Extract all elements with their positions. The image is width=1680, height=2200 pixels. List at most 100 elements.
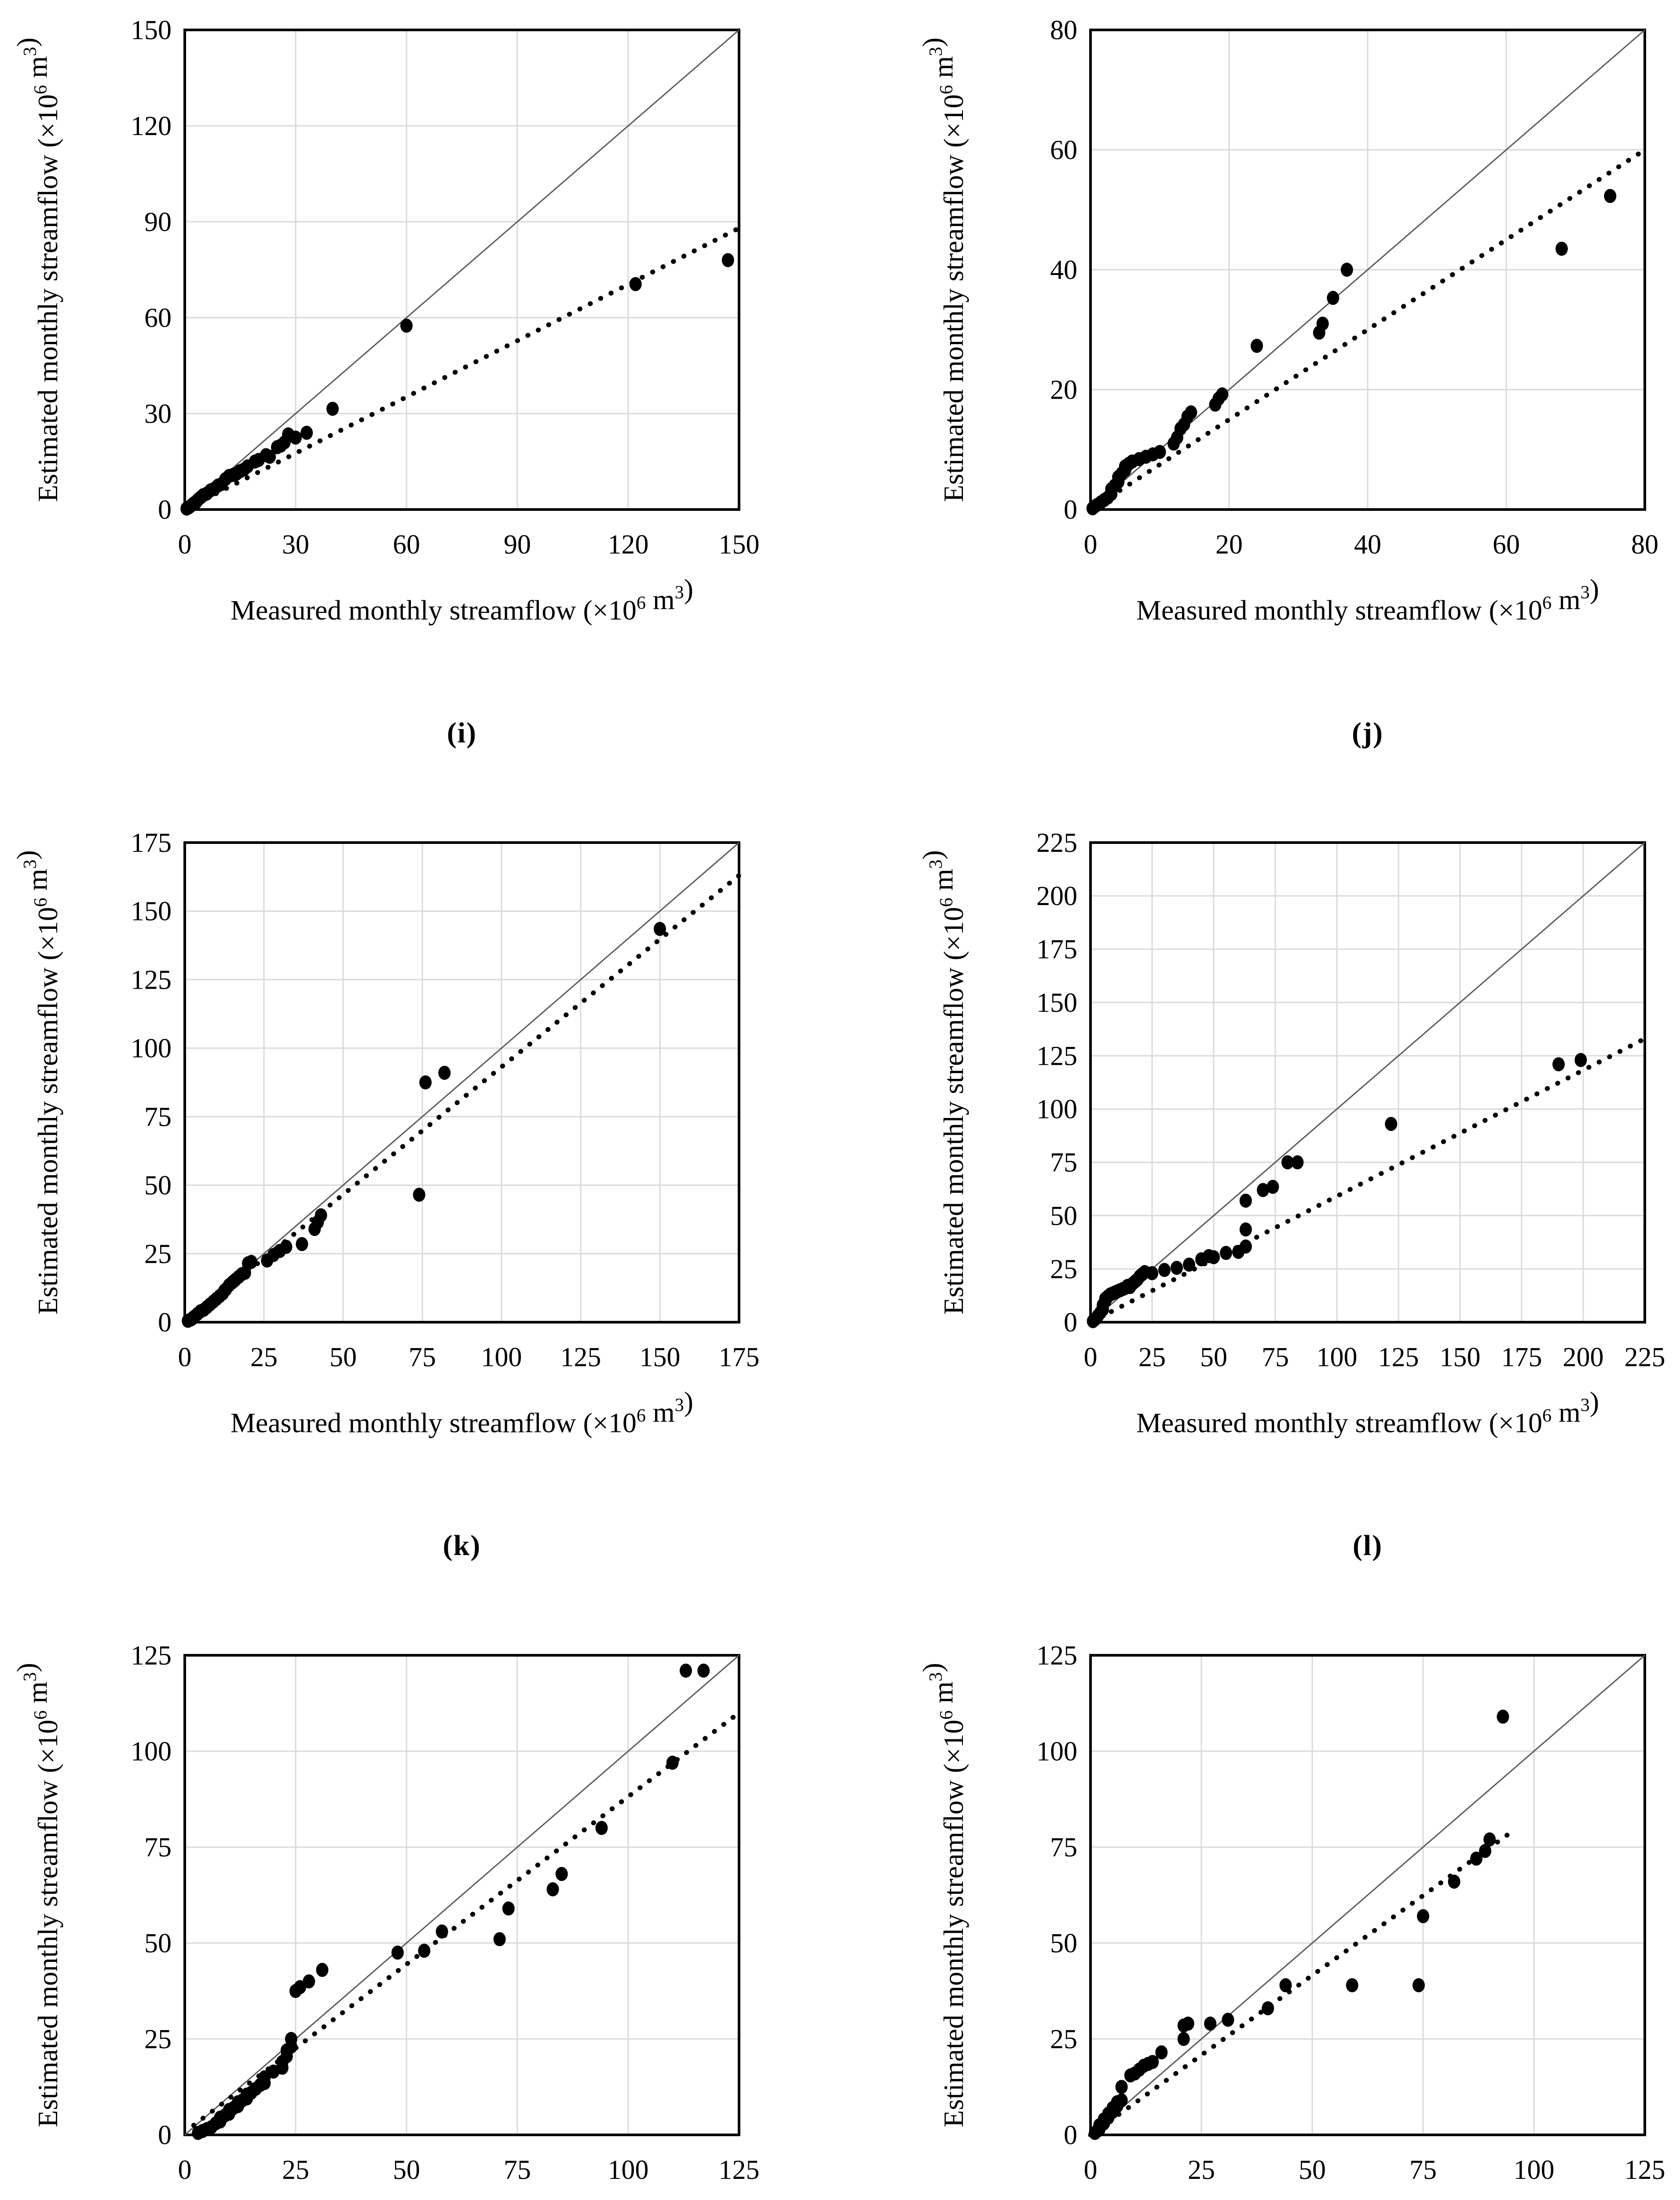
data-point (1208, 1250, 1220, 1265)
x-tick-label: 0 (178, 1342, 192, 1372)
data-point (1153, 445, 1166, 459)
data-point (1412, 1978, 1425, 1992)
y-axis-title: Estimated monthly streamflow (×106 m3) (917, 1663, 969, 2127)
data-point (1266, 1180, 1279, 1194)
x-tick-label: 100 (1317, 1342, 1358, 1372)
x-tick-label: 120 (608, 530, 649, 560)
data-point (1257, 1183, 1269, 1197)
y-tick-label: 0 (1064, 1308, 1077, 1338)
x-tick-label: 125 (1625, 2155, 1665, 2185)
data-point (418, 1943, 431, 1958)
data-point (1291, 1155, 1304, 1170)
trend-line (182, 226, 742, 512)
data-point (413, 1188, 425, 1202)
data-point (1385, 1117, 1398, 1131)
y-tick-label: 125 (131, 1641, 172, 1671)
scatter-plot-n: 00 25 25 50 50 75 75 100 100 125 125 Measured month… (917, 1641, 1665, 2200)
data-point (296, 1237, 308, 1251)
one-to-one-line (184, 29, 739, 510)
data-point (1146, 1266, 1158, 1280)
scatter-plot-k: 00 25 25 50 50 75 75 100 100 125 125 150 150 175 175 Me… (11, 828, 760, 1438)
data-point (1177, 2032, 1190, 2046)
superscript: 3 (926, 1672, 946, 1681)
data-point (438, 1066, 451, 1080)
x-tick-label: 100 (481, 1342, 522, 1372)
y-tick-label: 0 (1064, 2120, 1077, 2150)
x-tick-label: 0 (178, 2155, 192, 2185)
data-point (1497, 1709, 1509, 1724)
x-tick-label: 50 (329, 1342, 357, 1372)
trend-line (191, 1710, 742, 2128)
x-tick-label: 0 (1084, 1342, 1098, 1372)
data-point (1262, 2001, 1274, 2016)
superscript: 3 (20, 859, 40, 869)
data-point (1220, 1246, 1232, 1260)
data-point (697, 1663, 710, 1678)
x-tick-label: 60 (1493, 530, 1520, 560)
x-axis-title: Measured monthly streamflow (×106 m3) (231, 573, 693, 626)
superscript: 6 (937, 898, 957, 907)
y-axis-title: Estimated monthly streamflow (×106 m3) (11, 37, 63, 502)
data-point (595, 1821, 608, 1835)
data-point (1222, 2013, 1234, 2027)
y-tick-label: 100 (131, 1034, 172, 1063)
x-tick-label: 20 (1215, 530, 1243, 560)
superscript: 6 (31, 1710, 51, 1720)
x-tick-label: 25 (1188, 2155, 1215, 2185)
panel-i: 0 0 30 30 60 60 90 90 120 120 150 150 Measured month… (0, 0, 840, 813)
panel-caption: (i) (447, 717, 477, 749)
x-tick-label: 125 (719, 2155, 760, 2185)
data-point (629, 277, 642, 291)
data-point (1204, 2017, 1217, 2031)
data-point (546, 1882, 559, 1896)
y-tick-label: 0 (158, 495, 172, 525)
y-tick-label: 125 (1036, 1041, 1077, 1071)
data-point (400, 319, 413, 333)
x-tick-label: 25 (250, 1342, 278, 1372)
x-tick-label: 0 (1084, 2155, 1098, 2185)
y-axis-title: Estimated monthly streamflow (×106 m3) (11, 850, 63, 1315)
x-tick-label: 75 (1409, 2155, 1437, 2185)
data-point (419, 1075, 432, 1089)
y-tick-label: 25 (144, 2024, 172, 2054)
y-tick-label: 60 (144, 303, 172, 333)
data-point (1216, 387, 1229, 402)
panel-m: 00 25 25 50 50 75 75 100 100 125 125 Measured month… (0, 1625, 840, 2200)
data-point (1158, 1263, 1171, 1277)
scatter-plot-i: 00 30 30 60 60 90 90 120 120 150 150 Measured month… (11, 15, 760, 626)
superscript: 6 (937, 85, 957, 94)
plot-border (1089, 1654, 1646, 2136)
y-tick-label: 225 (1036, 828, 1077, 858)
data-point (1251, 339, 1263, 353)
data-point (1155, 2045, 1168, 2060)
y-tick-label: 30 (144, 399, 172, 429)
y-tick-label: 125 (1036, 1641, 1077, 1671)
data-point (289, 430, 302, 445)
data-point (1556, 242, 1568, 256)
data-point (1574, 1053, 1587, 1067)
data-point (436, 1924, 448, 1939)
data-point (1552, 1057, 1565, 1071)
plot-border (183, 841, 740, 1324)
data-point (1279, 1978, 1292, 1992)
data-point (1346, 1978, 1358, 1992)
data-point (1340, 263, 1353, 277)
data-point (303, 1974, 315, 1989)
y-tick-label: 150 (131, 897, 172, 927)
y-tick-label: 50 (1050, 1201, 1077, 1231)
data-point (1448, 1874, 1460, 1889)
y-tick-label: 120 (131, 111, 172, 141)
data-point (316, 1963, 329, 1977)
x-tick-label: 30 (282, 530, 309, 560)
x-tick-label: 60 (393, 530, 420, 560)
x-tick-label: 75 (1262, 1342, 1289, 1372)
y-tick-label: 175 (131, 828, 172, 858)
y-tick-label: 75 (144, 1102, 172, 1132)
data-point (1483, 1832, 1496, 1847)
y-tick-label: 60 (1050, 136, 1077, 165)
y-tick-label: 175 (1036, 935, 1077, 964)
x-tick-label: 50 (393, 2155, 420, 2185)
data-point (391, 1945, 404, 1960)
y-tick-label: 90 (144, 207, 172, 237)
x-axis-title: Measured monthly streamflow (×106 m3) (231, 2199, 693, 2200)
